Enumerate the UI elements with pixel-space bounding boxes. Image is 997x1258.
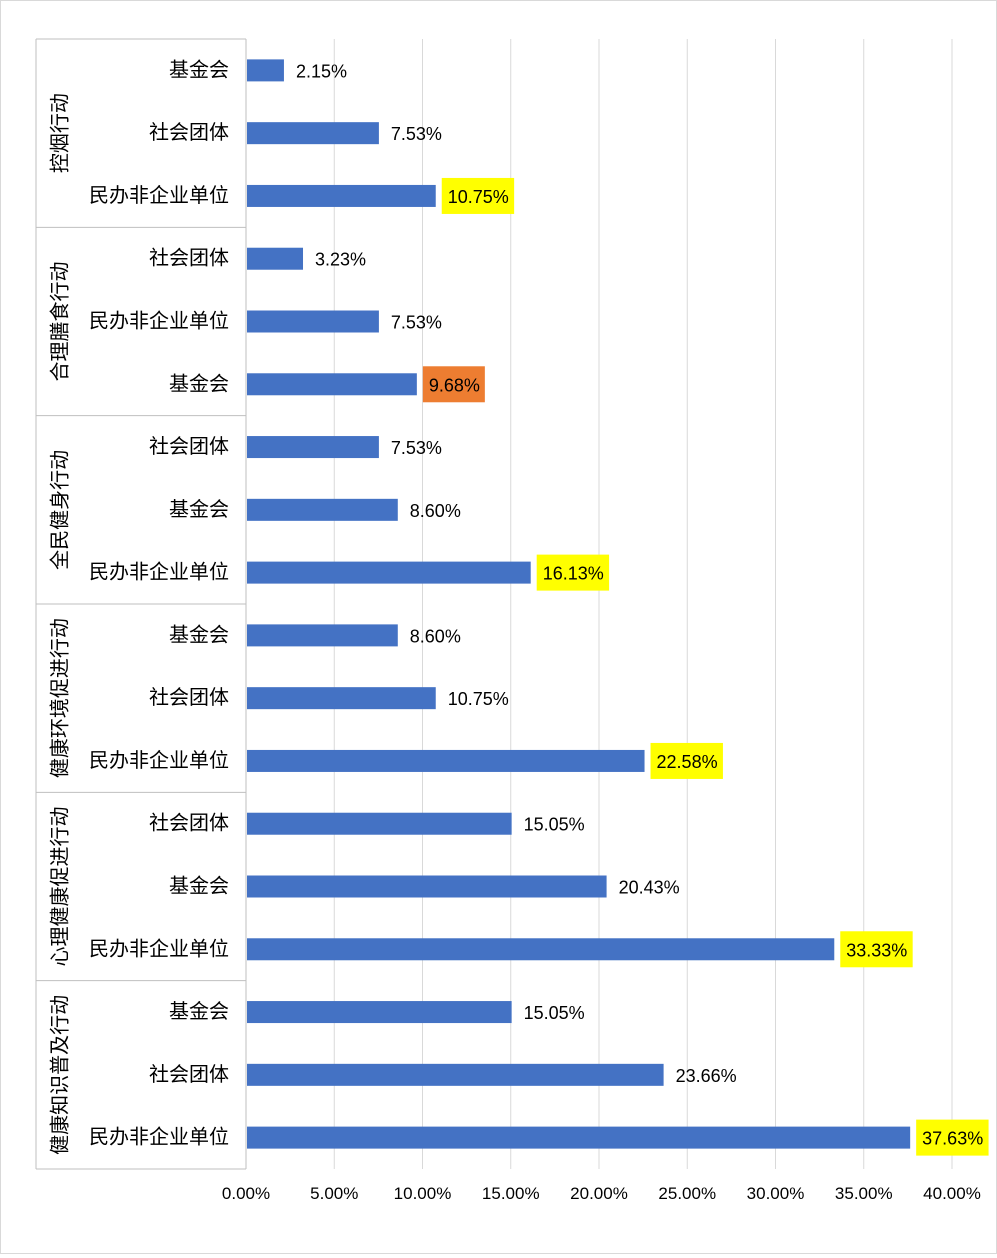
group-label: 心理健康促进行动 [49,807,72,967]
bar [247,624,398,647]
gridlines [333,39,953,1169]
value-label: 8.60% [410,626,461,646]
group-label: 控烟行动 [49,93,72,173]
category-label: 民办非企业单位 [89,937,229,960]
category-label: 基金会 [169,372,229,395]
value-label: 23.66% [676,1066,737,1086]
bar [247,498,398,521]
value-label-highlight [422,366,485,403]
bar [247,812,512,835]
bar [247,310,379,333]
category-label: 民办非企业单位 [89,310,229,333]
value-label: 22.58% [657,752,718,772]
category-label: 社会团体 [149,1063,229,1086]
category-label: 社会团体 [149,247,229,270]
value-label: 3.23% [315,250,366,270]
category-label: 民办非企业单位 [89,561,229,584]
bar [247,184,436,207]
bar [247,373,417,396]
category-label: 社会团体 [149,435,229,458]
x-tick-label: 40.00% [923,1184,981,1203]
x-tick-label: 0.00% [222,1184,270,1203]
x-tick-label: 25.00% [658,1184,716,1203]
value-label: 7.53% [391,313,442,333]
bar [247,687,436,710]
bar [247,1001,512,1024]
category-label: 社会团体 [149,812,229,835]
category-label: 民办非企业单位 [89,749,229,772]
bar [247,436,379,459]
bar [247,749,645,772]
value-label-highlight [840,931,913,968]
bar [247,1126,911,1149]
bar [247,938,835,961]
value-label: 10.75% [448,689,509,709]
value-label: 37.63% [922,1129,983,1149]
value-label: 15.05% [524,1003,585,1023]
category-label: 基金会 [169,1000,229,1023]
value-label: 7.53% [391,124,442,144]
axes: 0.00% 5.00% 10.00% 15.00% 20.00% 25.00% 30.00%… [35,38,981,1203]
value-label: 8.60% [410,501,461,521]
category-label: 基金会 [169,623,229,646]
category-label: 民办非企业单位 [89,1126,229,1149]
category-label: 基金会 [169,875,229,898]
value-label-highlight [441,177,515,214]
category-label: 基金会 [169,498,229,521]
bar [247,247,304,270]
x-tick-label: 10.00% [394,1184,452,1203]
value-label: 2.15% [296,61,347,81]
bar [247,875,607,898]
value-label: 15.05% [524,815,585,835]
bars [247,59,989,1156]
category-label: 基金会 [169,58,229,81]
bar [247,59,284,82]
x-tick-label: 15.00% [482,1184,540,1203]
x-tick-label: 30.00% [747,1184,805,1203]
value-label: 10.75% [448,187,509,207]
bar [247,561,531,584]
value-label-highlight [650,742,723,779]
value-label: 20.43% [619,878,680,898]
group-label: 健康知识普及行动 [49,995,72,1155]
value-label: 16.13% [543,564,604,584]
category-label: 社会团体 [149,686,229,709]
bar [247,1063,664,1086]
group-label: 合理膳食行动 [49,262,72,382]
value-label-highlight [916,1119,989,1156]
x-tick-label: 35.00% [835,1184,893,1203]
category-label: 民办非企业单位 [89,184,229,207]
group-label: 全民健身行动 [49,450,72,570]
value-label: 33.33% [846,940,907,960]
value-label: 7.53% [391,438,442,458]
x-tick-label: 20.00% [570,1184,628,1203]
value-label: 9.68% [429,375,480,395]
category-label: 社会团体 [149,121,229,144]
bar [247,122,379,145]
x-tick-label: 5.00% [310,1184,358,1203]
value-label-highlight [536,554,610,591]
group-label: 健康环境促进行动 [49,618,72,778]
